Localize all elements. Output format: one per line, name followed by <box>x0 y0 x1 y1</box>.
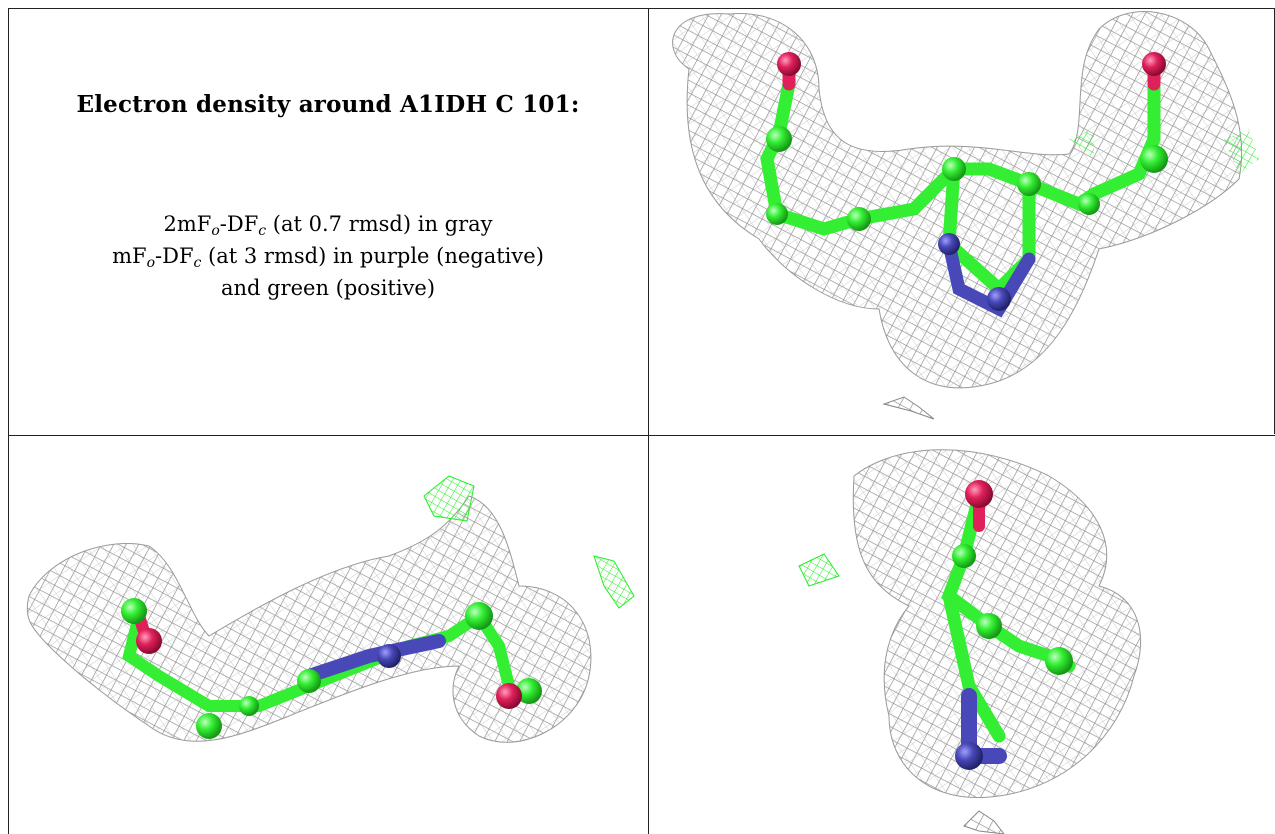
ligand-atoms <box>952 480 1073 770</box>
legend-line-2fo: 2mFo-DFc (at 0.7 rmsd) in gray <box>163 212 493 239</box>
molecule-render <box>26 475 635 743</box>
ligand-atoms <box>121 598 542 739</box>
figure-title: Electron density around A1IDH C 101: <box>76 91 580 118</box>
table-divider-horizontal <box>8 435 1275 436</box>
caption-cell: Electron density around A1IDH C 101: 2mF… <box>8 8 648 433</box>
density-view-bottom-right <box>649 436 1275 834</box>
molecule-render <box>672 11 1259 420</box>
table-divider-vertical <box>648 8 649 834</box>
figure-table: Electron density around A1IDH C 101: 2mF… <box>8 8 1275 834</box>
table-border-top <box>8 8 1275 9</box>
molecule-render <box>798 449 1141 834</box>
gray-density-mesh <box>852 449 1141 834</box>
legend-line-positive: and green (positive) <box>220 276 436 300</box>
table-border-left <box>8 8 9 834</box>
legend: 2mFo-DFc (at 0.7 rmsd) in gray mFo-DFc (… <box>8 208 648 304</box>
legend-line-fo: mFo-DFc (at 3 rmsd) in purple (negative) <box>112 244 544 271</box>
green-density-mesh <box>1069 129 1259 174</box>
density-view-top-right <box>649 9 1274 434</box>
ligand-atoms <box>766 52 1168 311</box>
density-view-bottom-left <box>9 436 648 834</box>
green-density-mesh <box>423 475 635 609</box>
green-density-mesh <box>798 553 840 587</box>
